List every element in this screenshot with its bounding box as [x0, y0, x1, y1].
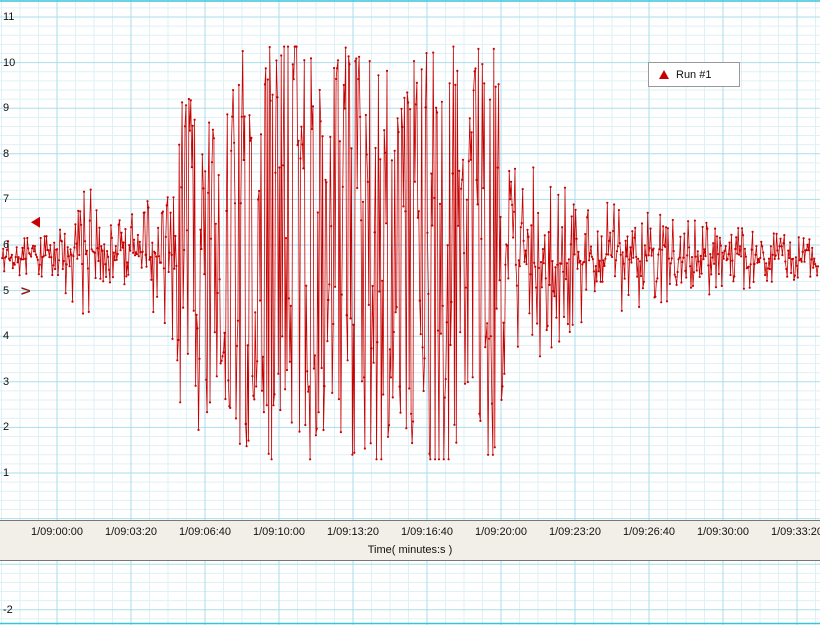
x-tick-label: 1/09:26:40	[623, 526, 675, 538]
x-axis-title: Time( minutes:s )	[367, 544, 453, 556]
y-tick-label: 9	[3, 102, 10, 115]
y-axis-unit-label: V	[19, 286, 34, 296]
legend[interactable]: Run #1	[648, 62, 740, 87]
channel-pointer-icon[interactable]	[31, 216, 40, 228]
y-tick-label: 4	[3, 330, 10, 343]
x-tick-label: 1/09:23:20	[549, 526, 601, 538]
y-tick-label: 11	[3, 11, 15, 23]
y-tick-label: 10	[3, 56, 16, 69]
y-tick-label: 2	[3, 421, 10, 434]
x-tick-label: 1/09:30:00	[697, 526, 749, 538]
legend-run-label: Run #1	[676, 68, 712, 81]
y-tick-label: 1	[3, 467, 10, 479]
waveform-points	[1, 45, 820, 461]
x-tick-label: 1/09:00:00	[31, 526, 83, 538]
x-tick-label: 1/09:20:00	[475, 526, 527, 538]
x-axis-strip: 1/09:00:00 1/09:03:20 1/09:06:40 1/09:10:00…	[0, 520, 820, 561]
y-tick-label: 6	[3, 239, 10, 251]
y-tick-label: 7	[3, 193, 10, 206]
x-tick-label: 1/09:10:00	[253, 526, 305, 538]
legend-run-marker-icon	[659, 70, 669, 79]
y-tick-label: 3	[3, 375, 10, 388]
x-tick-label: 1/09:16:40	[401, 526, 453, 538]
x-tick-label: 1/09:33:20	[771, 526, 820, 538]
y-tick-label: 8	[3, 147, 10, 160]
x-tick-label: 1/09:13:20	[327, 526, 379, 538]
y-tick-label: 5	[3, 284, 10, 297]
y-tick-label: -2	[3, 603, 13, 616]
x-tick-label: 1/09:06:40	[179, 526, 231, 538]
x-tick-label: 1/09:03:20	[105, 526, 157, 538]
